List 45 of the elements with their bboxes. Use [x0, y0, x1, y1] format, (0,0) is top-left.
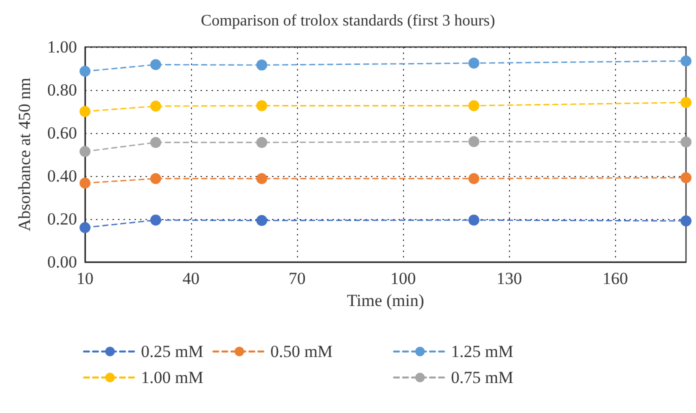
- x-tick-label: 160: [602, 269, 628, 288]
- y-tick-label: 0.20: [47, 210, 77, 228]
- x-tick-label: 100: [390, 269, 416, 288]
- point: [680, 215, 692, 226]
- legend-label: 1.00 mM: [141, 368, 204, 387]
- point: [468, 58, 480, 69]
- point: [468, 100, 480, 112]
- y-tick-label: 0.80: [47, 80, 77, 100]
- point: [150, 214, 162, 226]
- y-tick-label: 0.60: [47, 124, 77, 142]
- point: [256, 60, 268, 71]
- point: [80, 106, 90, 117]
- legend-label: 1.25 mM: [451, 342, 514, 361]
- point: [468, 136, 480, 148]
- x-tick-label: 10: [76, 269, 94, 288]
- point: [80, 66, 90, 77]
- x-tick-label: 40: [182, 269, 200, 288]
- point: [680, 136, 692, 148]
- point: [680, 96, 692, 108]
- legend-label: 0.75 mM: [451, 368, 514, 387]
- point: [150, 59, 162, 70]
- x-tick-label: 70: [288, 269, 306, 288]
- point: [468, 173, 480, 184]
- y-axis-title: Absorbance at 450 nm: [15, 78, 34, 232]
- point: [80, 222, 90, 234]
- legend-label: 0.50 mM: [270, 342, 333, 361]
- chart-title: Comparison of trolox standards (first 3 hours): [200, 12, 496, 30]
- point: [150, 100, 162, 112]
- point: [256, 100, 268, 112]
- y-tick-label: 0.00: [47, 252, 77, 272]
- point: [680, 172, 692, 184]
- y-tick-label: 0.40: [47, 166, 77, 186]
- point: [80, 178, 90, 189]
- x-axis-title: Time (min): [346, 291, 424, 310]
- point: [256, 136, 268, 148]
- y-tick-label: 1.00: [47, 38, 77, 56]
- point: [150, 173, 162, 184]
- point: [150, 136, 162, 148]
- x-tick-label: 130: [496, 269, 522, 288]
- point: [468, 214, 480, 226]
- point: [80, 146, 90, 157]
- point: [680, 55, 692, 66]
- legend-label: 0.25 mM: [141, 342, 204, 361]
- point: [256, 173, 268, 184]
- point: [256, 215, 268, 226]
